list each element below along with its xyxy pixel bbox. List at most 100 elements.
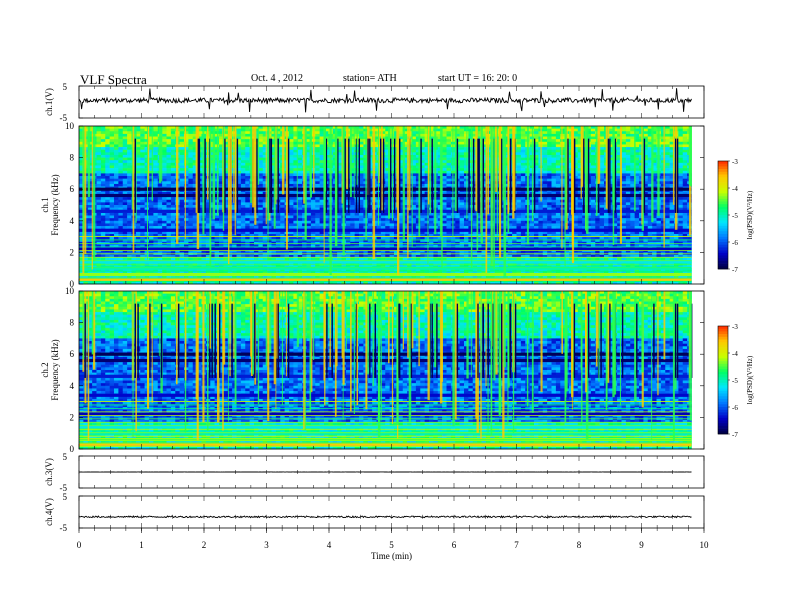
psd-cell bbox=[135, 141, 141, 145]
psd-cell bbox=[245, 199, 250, 203]
psd-cell bbox=[223, 212, 229, 216]
psd-cell bbox=[105, 181, 110, 185]
psd-cell bbox=[573, 197, 579, 201]
psd-cell bbox=[105, 205, 110, 208]
psd-cell bbox=[245, 136, 250, 140]
psd-cell bbox=[398, 183, 404, 187]
psd-cell bbox=[647, 191, 653, 195]
psd-cell bbox=[560, 176, 565, 179]
psd-cell bbox=[236, 162, 242, 166]
psd-cell bbox=[219, 181, 224, 185]
psd-cell bbox=[573, 178, 579, 182]
psd-cell bbox=[170, 173, 176, 177]
psd-cell bbox=[166, 152, 172, 156]
psd-cell bbox=[109, 141, 115, 145]
psd-cell bbox=[100, 202, 106, 206]
psd-cell bbox=[385, 176, 390, 179]
psd-cell bbox=[468, 197, 474, 201]
psd-cell bbox=[516, 170, 522, 174]
psd-cell bbox=[516, 207, 522, 211]
psd-cell bbox=[297, 126, 303, 129]
psd-cell bbox=[127, 147, 132, 150]
psd-cell bbox=[236, 202, 242, 206]
psd-cell bbox=[153, 147, 159, 150]
psd-cell bbox=[105, 128, 110, 132]
psd-cell bbox=[306, 173, 312, 177]
psd-cell bbox=[337, 215, 342, 219]
psd-cell bbox=[678, 197, 684, 201]
psd-cell bbox=[302, 202, 307, 206]
psd-cell bbox=[660, 128, 666, 132]
psd-cell bbox=[639, 133, 644, 137]
psd-cell bbox=[188, 212, 194, 216]
psd-cell bbox=[223, 126, 229, 129]
psd-cell bbox=[245, 154, 250, 158]
psd-cell bbox=[293, 173, 299, 177]
psd-cell bbox=[660, 212, 666, 216]
psd-cell bbox=[464, 181, 469, 185]
psd-cell bbox=[577, 176, 583, 179]
psd-cell bbox=[630, 139, 635, 143]
psd-cell bbox=[337, 181, 342, 185]
psd-cell bbox=[240, 191, 246, 195]
psd-cell bbox=[219, 136, 224, 140]
psd-cell bbox=[590, 170, 596, 174]
psd-cell bbox=[472, 147, 478, 150]
psd-cell bbox=[166, 144, 172, 148]
psd-cell bbox=[682, 147, 688, 150]
psd-cell bbox=[477, 133, 482, 137]
psd-cell bbox=[214, 141, 220, 145]
psd-cell bbox=[577, 131, 583, 135]
psd-cell bbox=[468, 199, 474, 203]
psd-cell bbox=[682, 141, 688, 145]
psd-cell bbox=[424, 126, 430, 129]
psd-cell bbox=[472, 133, 478, 137]
psd-cell bbox=[630, 212, 635, 216]
psd-cell bbox=[109, 215, 115, 219]
psd-cell bbox=[547, 183, 552, 187]
psd-cell bbox=[127, 160, 132, 164]
psd-cell bbox=[398, 168, 404, 172]
psd-cell bbox=[114, 144, 119, 148]
psd-cell bbox=[608, 157, 614, 161]
psd-cell bbox=[337, 154, 342, 158]
psd-cell bbox=[429, 144, 434, 148]
psd-cell bbox=[179, 147, 185, 150]
psd-cell bbox=[289, 173, 294, 177]
psd-cell bbox=[96, 176, 102, 179]
psd-cell bbox=[573, 215, 579, 219]
psd-cell bbox=[669, 205, 675, 208]
psd-cell bbox=[547, 176, 552, 179]
psd-cell bbox=[162, 168, 167, 172]
psd-cell bbox=[184, 149, 189, 153]
psd-cell bbox=[258, 165, 264, 169]
psd-cell bbox=[643, 170, 649, 174]
psd-cell bbox=[608, 205, 614, 208]
psd-cell bbox=[625, 144, 631, 148]
psd-cell bbox=[411, 183, 417, 187]
psd-cell bbox=[647, 168, 653, 172]
psd-cell bbox=[214, 207, 220, 211]
psd-cell bbox=[464, 136, 469, 140]
psd-cell bbox=[245, 147, 250, 150]
psd-cell bbox=[293, 126, 299, 129]
psd-cell bbox=[306, 162, 312, 166]
psd-cell bbox=[170, 136, 176, 140]
psd-cell bbox=[599, 154, 605, 158]
psd-cell bbox=[184, 197, 189, 201]
psd-cell bbox=[608, 181, 614, 185]
psd-cell bbox=[359, 126, 364, 129]
psd-cell bbox=[236, 197, 242, 201]
psd-cell bbox=[197, 126, 202, 129]
psd-cell bbox=[135, 170, 141, 174]
psd-cell bbox=[402, 173, 408, 177]
psd-cell bbox=[472, 131, 478, 135]
psd-cell bbox=[315, 131, 320, 135]
psd-cell bbox=[236, 168, 242, 172]
psd-cell bbox=[415, 139, 421, 143]
psd-cell bbox=[258, 157, 264, 161]
psd-cell bbox=[468, 202, 474, 206]
psd-cell bbox=[297, 147, 303, 150]
psd-cell bbox=[236, 139, 242, 143]
psd-cell bbox=[319, 131, 325, 135]
